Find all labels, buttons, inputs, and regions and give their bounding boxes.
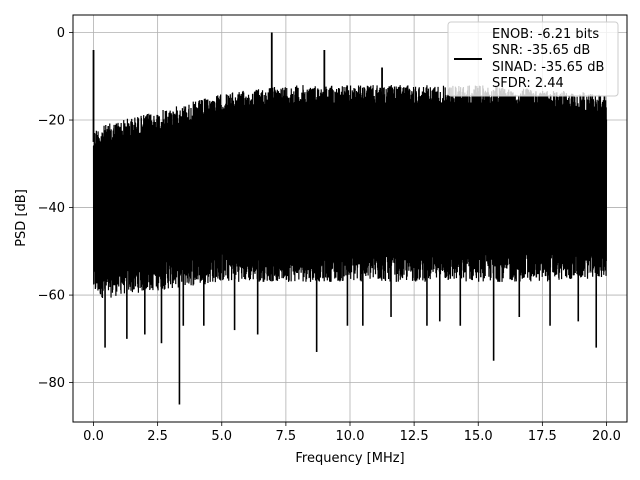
legend: ENOB: -6.21 bits SNR: -35.65 dB SINAD: -… [447,21,619,97]
legend-snr: SNR: -35.65 dB [492,43,590,58]
y-tick-label: −60 [38,289,65,304]
y-tick-label: 0 [57,26,65,41]
x-tick-label: 5.0 [211,429,232,444]
x-tick-label: 20.0 [592,429,621,444]
plot-area [92,32,608,405]
x-axis-label: Frequency [MHz] [295,451,404,466]
y-axis-ticks: 0 −20 −40 −60 −80 [38,26,73,391]
series-psd [92,32,608,405]
legend-sfdr: SFDR: 2.44 [492,76,564,91]
y-tick-label: −20 [38,114,65,129]
legend-box [447,21,619,97]
x-tick-label: 17.5 [528,429,557,444]
x-tick-label: 10.0 [336,429,365,444]
x-tick-label: 15.0 [464,429,493,444]
y-axis-label: PSD [dB] [14,189,29,247]
x-tick-label: 7.5 [276,429,297,444]
x-tick-label: 12.5 [400,429,429,444]
y-tick-label: −40 [38,201,65,216]
x-tick-label: 2.5 [147,429,168,444]
x-tick-label: 0.0 [83,429,104,444]
legend-enob: ENOB: -6.21 bits [492,27,599,42]
x-axis-ticks: 0.0 2.5 5.0 7.5 10.0 12.5 15.0 17.5 20.0 [83,422,621,444]
psd-band [93,102,607,269]
y-tick-label: −80 [38,376,65,391]
legend-sinad: SINAD: -35.65 dB [492,60,604,75]
